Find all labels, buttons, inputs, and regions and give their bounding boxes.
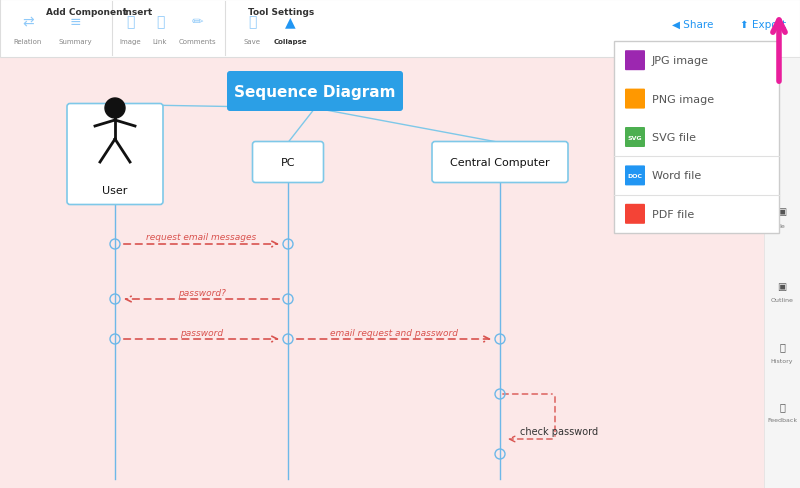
Text: password: password <box>180 328 223 337</box>
FancyBboxPatch shape <box>0 0 800 58</box>
Text: 🔗: 🔗 <box>156 15 164 29</box>
Text: ✏: ✏ <box>191 15 203 29</box>
Text: ≡: ≡ <box>69 15 81 29</box>
Circle shape <box>105 99 125 119</box>
Text: Tool Settings: Tool Settings <box>248 8 314 17</box>
Text: 💾: 💾 <box>248 15 256 29</box>
FancyBboxPatch shape <box>625 51 645 71</box>
Text: password?: password? <box>178 288 226 297</box>
Text: Comments: Comments <box>178 39 216 45</box>
FancyBboxPatch shape <box>625 204 645 224</box>
FancyBboxPatch shape <box>253 142 323 183</box>
Text: ⇄: ⇄ <box>22 15 34 29</box>
Text: Feedback: Feedback <box>767 418 797 423</box>
Text: Add Component: Add Component <box>46 8 127 17</box>
Text: ▣: ▣ <box>778 282 786 291</box>
Text: ⬆ Export: ⬆ Export <box>740 20 786 30</box>
Text: Summary: Summary <box>58 39 92 45</box>
Text: Insert: Insert <box>122 8 152 17</box>
Text: History: History <box>770 358 794 363</box>
FancyBboxPatch shape <box>227 72 403 112</box>
Text: check password: check password <box>520 426 598 436</box>
Text: Central Computer: Central Computer <box>450 158 550 168</box>
FancyBboxPatch shape <box>625 89 645 109</box>
Text: 🔧: 🔧 <box>779 401 785 411</box>
FancyBboxPatch shape <box>625 166 645 186</box>
FancyBboxPatch shape <box>625 128 645 148</box>
FancyBboxPatch shape <box>67 104 163 205</box>
FancyBboxPatch shape <box>0 58 764 488</box>
Text: email request and password: email request and password <box>330 328 458 337</box>
Text: User: User <box>102 185 128 195</box>
Text: Outline: Outline <box>770 298 794 303</box>
FancyBboxPatch shape <box>614 42 779 234</box>
Text: Save: Save <box>243 39 261 45</box>
Text: Link: Link <box>153 39 167 45</box>
Text: ⬜: ⬜ <box>126 15 134 29</box>
Text: Ie: Ie <box>779 223 785 228</box>
Text: PC: PC <box>281 158 295 168</box>
Text: PNG image: PNG image <box>652 94 714 104</box>
Text: JPG image: JPG image <box>652 56 709 66</box>
Text: request email messages: request email messages <box>146 233 257 242</box>
Text: Image: Image <box>119 39 141 45</box>
Text: Collapse: Collapse <box>273 39 307 45</box>
FancyBboxPatch shape <box>432 142 568 183</box>
Text: ▲: ▲ <box>285 15 295 29</box>
Text: Sequence Diagram: Sequence Diagram <box>234 84 396 99</box>
Text: Word file: Word file <box>652 171 702 181</box>
Text: DOC: DOC <box>627 174 642 179</box>
Text: ⏱: ⏱ <box>779 341 785 351</box>
Text: SVG: SVG <box>628 135 642 140</box>
Text: SVG file: SVG file <box>652 133 696 142</box>
Text: Relation: Relation <box>14 39 42 45</box>
Text: ◀ Share: ◀ Share <box>672 20 714 30</box>
FancyBboxPatch shape <box>764 58 800 488</box>
Text: PDF file: PDF file <box>652 209 694 219</box>
Text: ▣: ▣ <box>778 206 786 217</box>
